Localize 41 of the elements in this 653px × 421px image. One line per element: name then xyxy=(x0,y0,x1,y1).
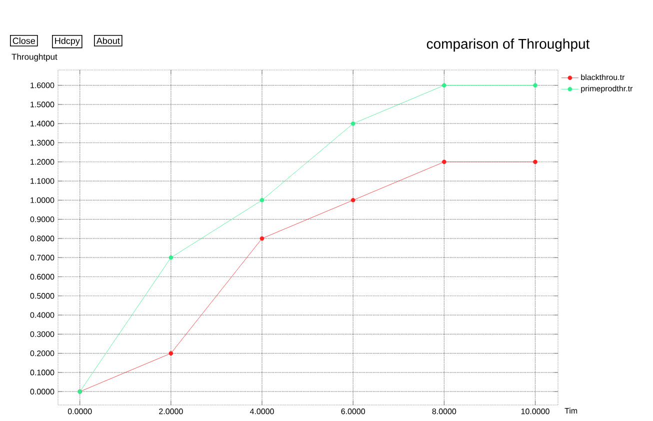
point xyxy=(442,160,446,164)
text: Hdcpy xyxy=(55,37,80,46)
y-axis-title: Throughtput xyxy=(12,54,58,62)
text: About xyxy=(96,37,120,44)
y-tick-label: 0.3000 xyxy=(30,331,54,338)
x-tick-label: 0.0000 xyxy=(68,408,92,414)
legend-label: blackthrou.tr xyxy=(581,74,625,80)
point xyxy=(533,160,538,164)
x-tick-label: 10.0000 xyxy=(521,408,550,414)
x-tick-label: 6.0000 xyxy=(341,408,366,414)
point xyxy=(350,198,356,202)
y-tick-label: 0.5000 xyxy=(30,293,54,299)
y-tick-label: 1.5000 xyxy=(30,102,54,108)
y-tick-label: 0.0000 xyxy=(30,388,54,394)
y-tick-label: 0.2000 xyxy=(30,350,54,356)
y-tick-label: 0.6000 xyxy=(30,274,54,280)
x-tick-label: 8.0000 xyxy=(432,408,456,414)
legend-label: primeprodthr.tr xyxy=(581,85,633,93)
chart-title: comparison of Throughput xyxy=(426,38,590,52)
point xyxy=(168,255,174,260)
y-tick-label: 0.4000 xyxy=(30,312,54,318)
point xyxy=(533,83,538,88)
point xyxy=(442,83,446,88)
y-tick-label: 1.6000 xyxy=(30,82,54,88)
y-tick-label: 0.9000 xyxy=(30,216,54,222)
y-tick-label: 1.2000 xyxy=(30,159,54,165)
y-tick-label: 1.0000 xyxy=(30,197,54,204)
y-tick-label: 0.7000 xyxy=(30,254,54,260)
point xyxy=(260,236,264,241)
text: Close xyxy=(12,37,36,44)
x-tick-label: 4.0000 xyxy=(250,408,274,414)
x-axis-title: Tim xyxy=(564,408,578,414)
point xyxy=(260,198,264,202)
point xyxy=(350,121,356,126)
y-tick-label: 1.1000 xyxy=(30,178,54,184)
y-tick-label: 0.1000 xyxy=(30,370,54,376)
point xyxy=(168,351,174,356)
y-tick-label: 0.8000 xyxy=(30,236,54,242)
y-tick-label: 1.4000 xyxy=(30,120,54,126)
x-tick-label: 2.0000 xyxy=(159,408,183,414)
y-tick-label: 1.3000 xyxy=(30,140,54,146)
